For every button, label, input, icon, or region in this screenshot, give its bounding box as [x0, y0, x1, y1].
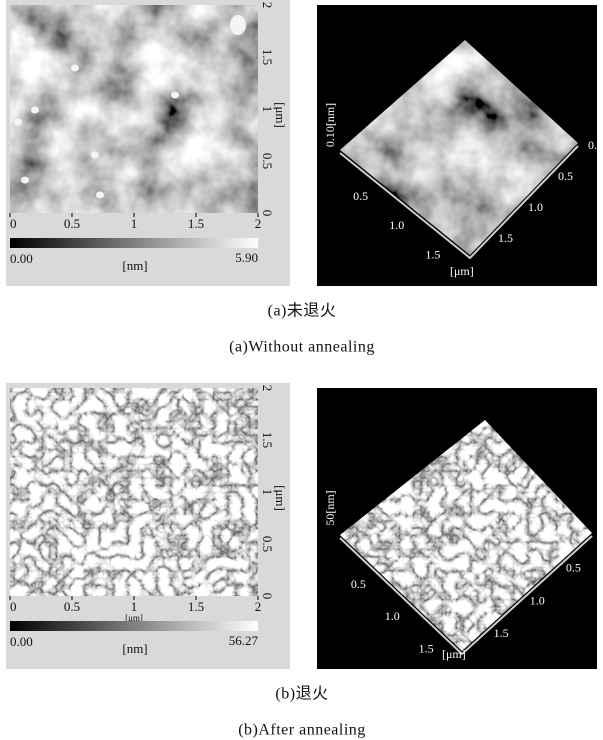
colorbar-unit: [nm]: [122, 641, 147, 656]
x-tick-label: 1.5: [188, 599, 204, 614]
colorbar-max: 56.27: [229, 633, 259, 648]
x-tick-label: 1: [131, 216, 138, 231]
x-tick-label: 0: [10, 599, 17, 614]
caption-en: (b)After annealing: [238, 722, 366, 739]
left-tick-label: 0.5: [351, 577, 366, 591]
colorbar-unit: [nm]: [122, 258, 147, 273]
afm-image: [10, 5, 258, 213]
y-tick-label: 2: [260, 385, 275, 392]
x-tick-label: 0.5: [64, 599, 80, 614]
caption-cn: (a)未退火: [268, 302, 337, 320]
right-tick-label: 1.0: [528, 200, 543, 214]
y-tick-label: 0.5: [260, 536, 275, 552]
particle: [14, 119, 22, 126]
particle: [96, 192, 104, 199]
y-tick-label: 1.5: [260, 49, 275, 65]
z-label: 0.10[nm]: [323, 103, 337, 147]
y-tick-label: 2: [260, 2, 275, 9]
particle: [21, 177, 29, 184]
particle: [91, 152, 99, 159]
colorbar-max: 5.90: [235, 250, 258, 265]
particle: [201, 145, 209, 152]
y-tick-label: 1: [260, 106, 275, 113]
y-tick-label: 0: [260, 593, 275, 600]
right-tick-label: 1.5: [498, 231, 513, 245]
colorbar-min: 0.00: [10, 251, 33, 266]
particle: [171, 92, 179, 99]
afm-image: [10, 388, 258, 596]
right-tick-label: 0.5: [566, 561, 581, 575]
colorbar: [10, 238, 258, 248]
x-tick-label: 2: [255, 599, 262, 614]
colorbar-min: 0.00: [10, 634, 33, 649]
left-tick-label: 1.5: [419, 641, 434, 655]
left-tick-label: 1.0: [385, 609, 400, 623]
particle: [26, 37, 34, 44]
left-tick-label: 1.5: [425, 247, 440, 261]
x-tick-label: 1.5: [188, 216, 204, 231]
y-tick-label: 0: [260, 210, 275, 217]
right-tick-label: 0.0: [588, 138, 603, 152]
x-tick-label: 1: [131, 599, 138, 614]
particle: [31, 107, 39, 114]
y-tick-label: 1.5: [260, 432, 275, 448]
x-tick-label: 0: [10, 216, 17, 231]
caption-en: (a)Without annealing: [229, 339, 375, 356]
xy-unit: [μm]: [442, 647, 466, 661]
x-tick-label: 2: [255, 216, 262, 231]
caption-cn: (b)退火: [275, 685, 328, 703]
right-tick-label: 1.5: [494, 626, 509, 640]
z-label: 50[nm]: [323, 490, 337, 525]
figure: 00.511.5200.511.52[μm]0.00[nm]5.900.10[n…: [0, 0, 603, 740]
y-unit: [μm]: [273, 485, 288, 511]
y-tick-label: 1: [260, 489, 275, 496]
particle: [230, 15, 246, 35]
xy-unit: [μm]: [450, 264, 474, 278]
y-tick-label: 0.5: [260, 153, 275, 169]
x-tick-label: 0.5: [64, 216, 80, 231]
particle: [71, 65, 79, 72]
y-unit: [μm]: [273, 102, 288, 128]
right-tick-label: 1.0: [530, 593, 545, 607]
left-tick-label: 0.5: [353, 189, 368, 203]
left-tick-label: 1.0: [389, 218, 404, 232]
right-tick-label: 0.5: [558, 169, 573, 183]
colorbar: [10, 621, 258, 631]
